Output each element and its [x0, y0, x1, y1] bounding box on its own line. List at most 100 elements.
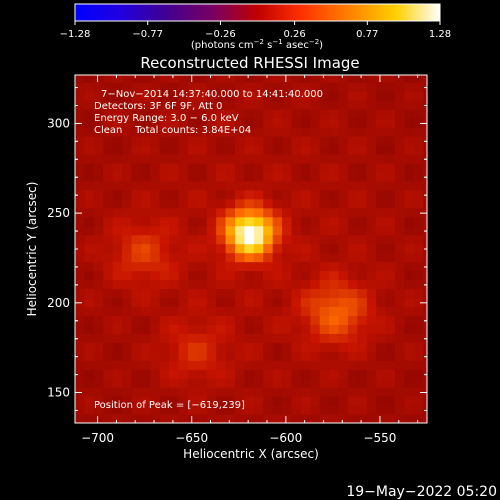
heatmap-cell — [404, 414, 415, 423]
heatmap-cell — [376, 405, 387, 415]
heatmap-cell — [300, 279, 311, 290]
heatmap-cell — [112, 162, 123, 173]
heatmap-cell — [150, 243, 161, 254]
heatmap-cell — [376, 82, 387, 92]
heatmap-cell — [272, 369, 283, 379]
heatmap-cell — [272, 252, 283, 263]
heatmap-cell — [291, 189, 302, 200]
heatmap-cell — [150, 378, 161, 388]
heatmap-cell — [169, 162, 180, 173]
heatmap-cell — [206, 100, 217, 110]
heatmap-cell — [159, 135, 170, 146]
heatmap-cell — [272, 189, 283, 200]
heatmap-cell — [395, 243, 406, 254]
heatmap-cell — [84, 333, 95, 343]
heatmap-cell — [122, 82, 133, 92]
heatmap-cell — [282, 270, 293, 281]
heatmap-cell — [84, 118, 95, 128]
heatmap-cell — [385, 118, 396, 128]
heatmap-cell — [103, 82, 114, 92]
heatmap-cell — [131, 171, 142, 182]
heatmap-cell — [253, 396, 264, 406]
heatmap-cell — [347, 369, 358, 379]
heatmap-cell — [75, 243, 86, 254]
heatmap-cell — [112, 315, 123, 325]
heatmap-cell — [366, 171, 377, 182]
heatmap-cell — [178, 127, 189, 137]
heatmap-cell — [347, 252, 358, 263]
heatmap-cell — [413, 252, 424, 263]
heatmap-cell — [169, 189, 180, 200]
heatmap-cell — [319, 315, 330, 325]
heatmap-cell — [131, 118, 142, 128]
heatmap-cell — [169, 405, 180, 415]
heatmap-cell — [404, 109, 415, 119]
heatmap-cell — [300, 118, 311, 128]
heatmap-cell — [131, 162, 142, 173]
heatmap-cell — [347, 75, 358, 83]
heatmap-cell — [347, 225, 358, 236]
heatmap-cell — [159, 153, 170, 164]
heatmap-cell — [329, 252, 340, 263]
heatmap-cell — [140, 324, 151, 334]
heatmap-cell — [329, 189, 340, 200]
annotation-detectors: Detectors: 3F 6F 9F, Att 0 — [94, 101, 222, 112]
heatmap-cell — [75, 82, 86, 92]
y-tick-label: 200 — [47, 296, 70, 310]
heatmap-cell — [150, 297, 161, 307]
heatmap-cell — [216, 252, 227, 263]
heatmap-cell — [413, 261, 424, 272]
heatmap-cell — [103, 369, 114, 379]
heatmap-cell — [206, 396, 217, 406]
heatmap-cell — [225, 100, 236, 110]
heatmap-cell — [169, 171, 180, 182]
heatmap-cell — [75, 144, 86, 155]
heatmap-cell — [187, 127, 198, 137]
heatmap-cell — [291, 171, 302, 182]
heatmap-cell — [385, 387, 396, 397]
heatmap-cell — [103, 324, 114, 334]
heatmap-cell — [103, 118, 114, 128]
heatmap-cell — [244, 396, 255, 406]
heatmap-cell — [84, 153, 95, 164]
heatmap-cell — [413, 387, 424, 397]
heatmap-cell — [178, 171, 189, 182]
heatmap-cell — [300, 288, 311, 299]
heatmap-cell — [140, 180, 151, 191]
heatmap-cell — [122, 387, 133, 397]
heatmap-cell — [338, 297, 349, 307]
heatmap-cell — [423, 118, 427, 128]
heatmap-cell — [178, 162, 189, 173]
heatmap-cell — [329, 315, 340, 325]
heatmap-cell — [235, 306, 246, 316]
heatmap-cell — [131, 279, 142, 290]
heatmap-cell — [169, 144, 180, 155]
heatmap-cell — [395, 91, 406, 101]
heatmap-cell — [395, 414, 406, 423]
heatmap-cell — [413, 351, 424, 361]
heatmap-cell — [395, 234, 406, 245]
heatmap-cell — [225, 109, 236, 119]
heatmap-cell — [140, 333, 151, 343]
heatmap-cell — [159, 162, 170, 173]
heatmap-cell — [178, 279, 189, 290]
heatmap-cell — [225, 135, 236, 146]
heatmap-cell — [413, 118, 424, 128]
heatmap-cell — [197, 324, 208, 334]
heatmap-cell — [338, 333, 349, 343]
heatmap-cell — [225, 414, 236, 423]
heatmap-cell — [282, 91, 293, 101]
heatmap-cell — [366, 216, 377, 227]
heatmap-cell — [225, 189, 236, 200]
heatmap-cell — [159, 261, 170, 272]
heatmap-cell — [366, 100, 377, 110]
heatmap-cell — [357, 118, 368, 128]
heatmap-cell — [244, 144, 255, 155]
heatmap-cell — [187, 324, 198, 334]
heatmap-cell — [310, 180, 321, 191]
heatmap-cell — [376, 297, 387, 307]
heatmap-cell — [197, 180, 208, 191]
heatmap-cell — [235, 261, 246, 272]
heatmap-cell — [310, 333, 321, 343]
heatmap-cell — [131, 369, 142, 379]
